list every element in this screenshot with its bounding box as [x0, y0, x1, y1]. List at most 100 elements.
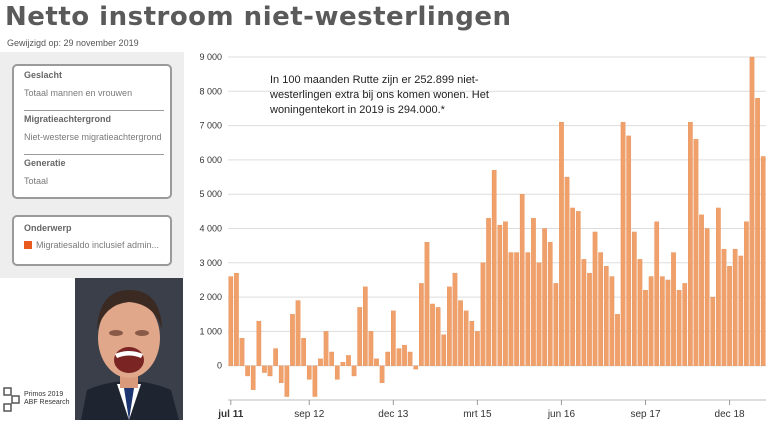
y-tick-label: 0	[217, 361, 222, 371]
chart-bar	[351, 365, 357, 377]
x-tick-label: sep 17	[630, 409, 660, 420]
chart-bar	[542, 228, 547, 366]
x-tick-label: dec 18	[715, 409, 745, 420]
source-credit-line2: ABF Research	[24, 399, 70, 406]
chart-bar	[755, 98, 760, 366]
chart-bar	[441, 334, 447, 366]
modified-date: Gewijzigd op: 29 november 2019	[7, 38, 139, 48]
filter-generation-label: Generatie	[24, 158, 66, 168]
chart-bar	[312, 365, 318, 397]
chart-bar	[744, 221, 749, 366]
filter-sidebar: Geslacht Totaal mannen en vrouwen Migrat…	[0, 52, 184, 278]
chart-bar	[688, 122, 693, 366]
chart-bar	[357, 307, 363, 366]
chart-bar	[659, 276, 665, 366]
chart-bar	[587, 272, 592, 366]
chart-area: 0 1 000 2 000 3 000 4 000 5 000 6 000 7 000 8 00…	[184, 52, 768, 426]
portrait-image	[75, 278, 183, 420]
chart-bar	[581, 259, 587, 366]
y-tick-label: 9 000	[199, 52, 222, 62]
chart-bar	[290, 314, 295, 366]
chart-bar	[256, 320, 262, 366]
chart-bar	[519, 194, 525, 366]
chart-bar	[637, 259, 643, 366]
chart-bar	[413, 365, 419, 370]
chart-annotation: In 100 maanden Rutte zijn er 252.899 nie…	[270, 74, 489, 116]
chart-bar	[710, 296, 716, 366]
chart-bar	[458, 300, 463, 366]
chart-bar	[435, 307, 441, 366]
filter-migration-value[interactable]: Niet-westerse migratieachtergrond	[24, 132, 162, 142]
filter-gender-label: Geslacht	[24, 70, 63, 80]
chart-bar	[704, 228, 710, 366]
chart-bar	[570, 207, 575, 366]
chart-bar	[284, 365, 290, 397]
y-tick-label: 5 000	[199, 189, 222, 199]
subject-panel[interactable]: Onderwerp Migratiesaldo inclusief admin.…	[12, 215, 172, 266]
filter-subject-text: Migratiesaldo inclusief admin...	[36, 240, 160, 250]
chart-bar	[430, 303, 435, 366]
chart-bar	[267, 365, 273, 377]
chart-bar	[491, 170, 497, 366]
filter-generation-value[interactable]: Totaal	[24, 176, 49, 186]
y-tick-label: 3 000	[199, 258, 222, 268]
chart-bar	[385, 351, 391, 366]
chart-bar	[295, 300, 301, 366]
chart-bar	[648, 276, 654, 366]
x-tick-label: sep 12	[294, 409, 324, 420]
chart-bar	[402, 344, 407, 366]
chart-bar	[514, 252, 519, 366]
filter-subject-label: Onderwerp	[24, 223, 72, 233]
chart-bar	[738, 255, 744, 366]
chart-bar	[419, 283, 424, 366]
chart-bar	[228, 276, 234, 366]
chart-bar	[716, 207, 721, 366]
chart-bar	[374, 358, 379, 366]
chart-bar	[407, 351, 413, 366]
chart-bar	[250, 365, 256, 390]
chart-bar	[486, 218, 491, 366]
filter-gender[interactable]: Geslacht Totaal mannen en vrouwen	[24, 70, 164, 111]
y-tick-label: 8 000	[199, 86, 222, 96]
chart-bar	[559, 122, 564, 366]
filter-migration[interactable]: Migratieachtergrond Niet-westerse migrat…	[24, 114, 164, 155]
chart-bar	[323, 331, 329, 366]
series-color-swatch	[24, 241, 32, 249]
filter-subject-value[interactable]: Migratiesaldo inclusief admin...	[24, 240, 164, 250]
x-tick-label: dec 13	[378, 409, 408, 420]
chart-bar	[362, 286, 368, 366]
chart-bar	[525, 252, 531, 366]
chart-bar	[301, 338, 306, 366]
chart-bar	[749, 56, 755, 366]
chart-bar	[732, 248, 738, 366]
chart-bar	[671, 252, 676, 366]
chart-bar	[424, 242, 430, 366]
chart-bar	[699, 214, 704, 366]
chart-bar	[727, 266, 732, 366]
y-tick-label: 1 000	[199, 326, 222, 336]
chart-bar	[564, 176, 570, 366]
photo-area: Primos 2019 ABF Research	[0, 278, 184, 426]
x-tick-label: mrt 15	[463, 409, 492, 420]
chart-bar	[368, 331, 374, 366]
chart-bar	[693, 139, 699, 366]
chart-bar	[615, 314, 620, 366]
chart-bar	[682, 283, 688, 366]
filter-subject[interactable]: Onderwerp Migratiesaldo inclusief admin.…	[24, 223, 164, 250]
chart-bar	[480, 262, 486, 366]
chart-bar	[346, 355, 351, 366]
chart-bar	[452, 272, 458, 366]
chart-bar	[503, 221, 508, 366]
chart-bar	[239, 338, 245, 366]
chart-bar	[396, 348, 402, 366]
filter-migration-label: Migratieachtergrond	[24, 114, 112, 124]
filter-generation[interactable]: Generatie Totaal	[24, 158, 164, 194]
bar-chart: 0 1 000 2 000 3 000 4 000 5 000 6 000 7 000 8 00…	[199, 52, 766, 420]
page-title: Netto instroom niet-westerlingen	[5, 2, 512, 32]
chart-bar	[475, 331, 480, 366]
chart-bar	[721, 248, 727, 366]
chart-bar	[340, 362, 346, 366]
filter-panel: Geslacht Totaal mannen en vrouwen Migrat…	[12, 64, 172, 199]
filter-gender-value[interactable]: Totaal mannen en vrouwen	[24, 88, 133, 98]
chart-bar	[575, 211, 581, 366]
